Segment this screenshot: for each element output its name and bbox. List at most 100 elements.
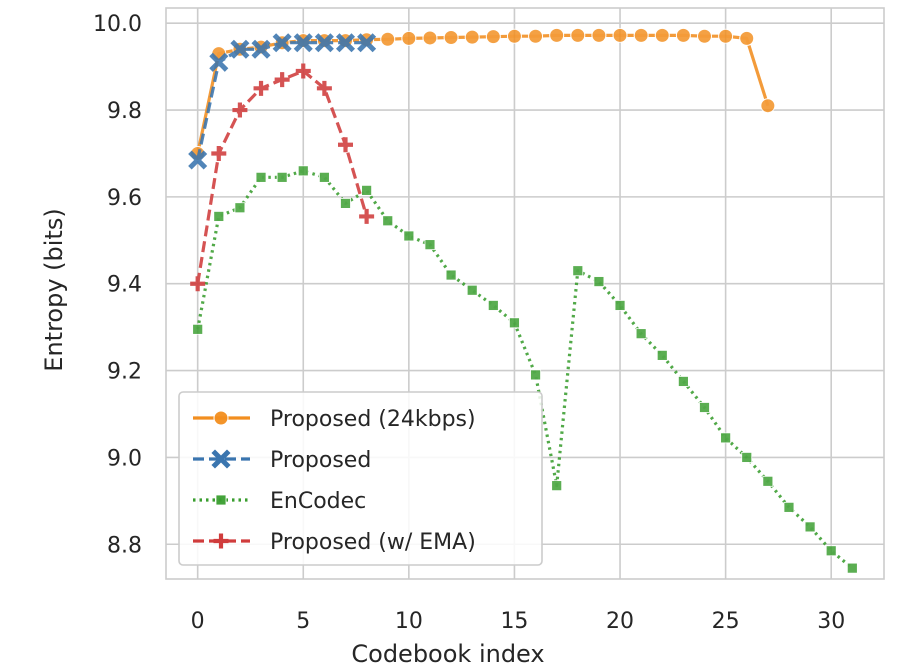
legend-label: Proposed [270, 448, 371, 473]
data-point-marker [654, 27, 670, 43]
data-point-marker [232, 102, 248, 118]
series-layer [188, 27, 858, 574]
data-point-marker [697, 28, 712, 44]
legend-entry: EnCodec [193, 489, 366, 514]
data-point-marker [340, 197, 351, 209]
legend-entries: Proposed (24kbps) Proposed EnCodec Proposed… [193, 407, 476, 555]
y-tick-label: 8.8 [107, 533, 142, 558]
data-point-marker [276, 171, 288, 183]
data-point-marker [720, 432, 732, 444]
data-point-marker [464, 29, 480, 45]
legend-marker [211, 449, 231, 469]
data-point-marker [253, 80, 269, 96]
data-point-marker [274, 72, 290, 88]
data-point-marker [572, 265, 584, 277]
data-point-marker [361, 184, 373, 196]
x-axis-label: Codebook index [351, 640, 544, 668]
y-tick-label: 9.4 [107, 273, 142, 298]
data-point-marker [804, 521, 816, 533]
data-point-marker [760, 98, 776, 114]
data-point-marker [314, 33, 334, 53]
x-tick-label: 20 [606, 609, 634, 634]
data-point-marker [295, 63, 311, 79]
y-tick-label: 10.0 [93, 12, 142, 37]
data-point-marker [528, 28, 544, 44]
legend-marker [213, 410, 229, 426]
data-point-marker [213, 211, 225, 222]
data-point-marker [485, 29, 501, 45]
legend-label: Proposed (w/ EMA) [270, 530, 476, 555]
data-point-marker [846, 562, 858, 574]
data-point-marker [293, 33, 313, 53]
series-2 [192, 165, 858, 574]
data-point-marker [443, 30, 459, 46]
data-point-marker [509, 317, 520, 329]
data-point-marker [549, 27, 565, 43]
data-point-marker [318, 171, 330, 183]
tick-labels: 0 5 10 15 20 25 30 8.8 9.0 9.2 9.4 9.6 9.8 10.0 [93, 12, 845, 634]
y-tick-label: 9.6 [107, 186, 142, 211]
data-point-marker [422, 30, 438, 46]
data-point-marker [593, 276, 605, 287]
legend-box [178, 391, 543, 566]
series-3 [190, 63, 375, 292]
x-tick-label: 0 [191, 609, 205, 634]
data-point-marker [424, 239, 436, 251]
data-point-marker [591, 27, 607, 43]
data-point-marker [551, 480, 563, 492]
data-point-marker [401, 30, 417, 46]
data-point-marker [230, 39, 250, 59]
data-point-marker [359, 208, 375, 224]
data-point-marker [251, 39, 271, 59]
data-point-marker [783, 501, 795, 513]
data-point-marker [656, 349, 668, 361]
x-tick-label: 10 [395, 609, 423, 634]
data-point-marker [741, 452, 753, 463]
data-point-marker [188, 150, 208, 170]
legend-entry: Proposed (24kbps) [193, 407, 476, 432]
data-point-marker [718, 28, 734, 44]
data-point-marker [192, 323, 204, 335]
data-point-marker [466, 284, 478, 296]
data-point-marker [382, 215, 394, 227]
x-tick-label: 15 [500, 609, 528, 634]
legend-label: EnCodec [270, 489, 366, 514]
y-tick-label: 9.8 [107, 99, 142, 124]
data-point-marker [487, 300, 499, 311]
data-point-marker [234, 202, 246, 214]
series-1 [188, 33, 377, 170]
legend: Proposed (24kbps) Proposed EnCodec Proposed… [178, 391, 543, 566]
legend-entry: Proposed (w/ EMA) [193, 530, 476, 555]
data-point-marker [506, 28, 522, 44]
legend-marker [215, 494, 227, 506]
data-point-marker [530, 369, 541, 381]
series-line [196, 33, 770, 154]
data-point-marker [297, 165, 309, 177]
legend-marker [213, 533, 229, 549]
data-point-marker [338, 137, 353, 153]
data-point-marker [272, 33, 292, 53]
data-point-marker [635, 328, 647, 340]
data-point-marker [190, 276, 206, 292]
y-axis-label: Entropy (bits) [40, 208, 68, 371]
data-point-marker [612, 27, 628, 43]
x-tick-label: 30 [817, 609, 845, 634]
data-point-marker [825, 545, 837, 557]
legend-label: Proposed (24kbps) [270, 407, 476, 432]
data-point-marker [335, 33, 356, 53]
data-point-marker [739, 30, 755, 46]
data-point-marker [211, 145, 227, 161]
x-tick-label: 5 [296, 609, 310, 634]
data-point-marker [677, 376, 689, 387]
data-point-marker [445, 269, 457, 281]
data-point-marker [209, 52, 229, 72]
data-point-marker [570, 27, 586, 43]
data-point-marker [380, 31, 396, 47]
data-point-marker [762, 475, 774, 487]
data-point-marker [699, 402, 710, 413]
data-point-marker [675, 27, 691, 43]
y-tick-label: 9.2 [107, 360, 142, 385]
data-point-marker [316, 80, 332, 96]
legend-entry: Proposed [193, 448, 371, 473]
